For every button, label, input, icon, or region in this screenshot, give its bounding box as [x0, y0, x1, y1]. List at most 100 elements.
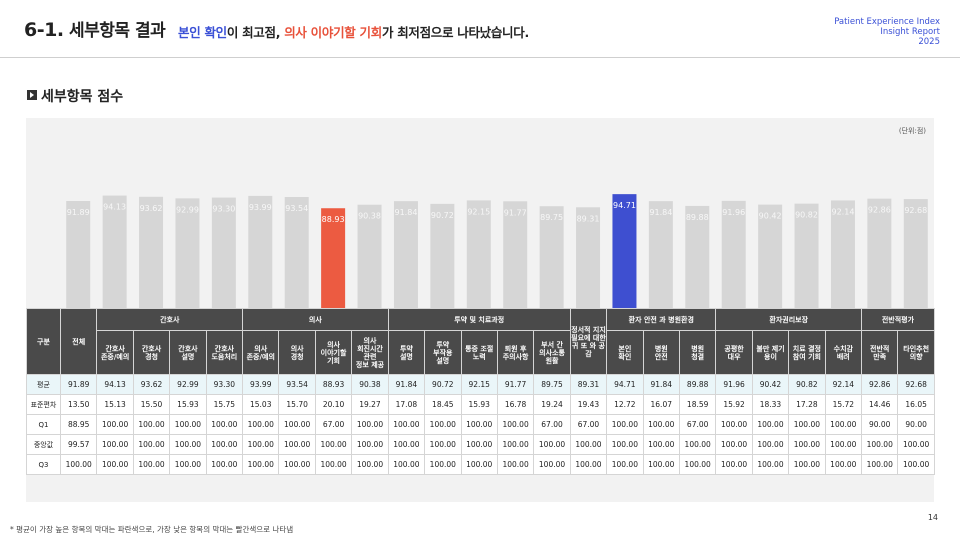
table-cell: 100.00 [788, 434, 826, 455]
table-cell: 100.00 [424, 414, 462, 435]
table-cell: 100.00 [606, 414, 644, 435]
table-cell: 16.07 [642, 394, 680, 415]
table-cell: 100.00 [314, 434, 353, 455]
table-cell: 90.42 [751, 374, 790, 395]
table-cell: 88.95 [59, 414, 98, 435]
bar-value-label: 90.82 [795, 211, 818, 220]
bar-value-label: 90.38 [358, 212, 381, 221]
table-cell: 100.00 [533, 434, 571, 455]
bar-value-label: 89.31 [577, 214, 600, 223]
bar-11 [466, 200, 491, 308]
header-subcol: 타인추천 의향 [897, 330, 935, 375]
table-cell: 100.00 [387, 414, 426, 435]
header-subcol: 간호사 존중/예의 [96, 330, 134, 375]
table-cell: 15.92 [715, 394, 753, 415]
bar-7 [321, 208, 346, 308]
table-cell: 100.00 [314, 454, 353, 475]
table-cell: 100.00 [861, 434, 899, 455]
table-cell: 94.13 [96, 374, 134, 395]
bar-value-label: 89.75 [540, 213, 563, 222]
bar-8 [357, 204, 382, 308]
table-cell: 100.00 [642, 414, 680, 435]
bar-19 [758, 204, 783, 308]
page-number: 14 [927, 513, 938, 522]
table-cell: 100.00 [205, 414, 244, 435]
table-cell: 100.00 [278, 454, 316, 475]
table-cell: 100.00 [96, 454, 134, 475]
header-subcol: 수치감 배려 [824, 330, 863, 375]
table-cell: 100.00 [824, 414, 863, 435]
bar-value-label: 91.89 [67, 208, 90, 217]
table-cell: 100.00 [387, 454, 426, 475]
table-cell: 100.00 [460, 454, 498, 475]
table-row: 중앙값 99.57 100.00 100.00 100.00 100.00 100.00 10… [26, 434, 935, 455]
bar-15 [612, 194, 637, 308]
table-cell: 93.30 [205, 374, 244, 395]
table-cell: 12.72 [606, 394, 644, 415]
table-cell: 91.77 [496, 374, 535, 395]
bar-22 [867, 198, 892, 308]
table-cell: 89.31 [569, 374, 608, 395]
bar-17 [685, 205, 710, 308]
bar-value-label: 93.54 [285, 204, 308, 213]
table-cell: 100.00 [715, 434, 753, 455]
bar-13 [539, 206, 564, 308]
table-cell: 100.00 [132, 454, 171, 475]
header-subcol: 치료 결정 참여 기회 [788, 330, 826, 375]
header-subcol: 간호사 경청 [132, 330, 171, 375]
table-cell: 18.59 [678, 394, 717, 415]
table-cell: 100.00 [351, 454, 389, 475]
header-subcol: 간호사 설명 [169, 330, 207, 375]
header-subcol: 의사 경청 [278, 330, 316, 375]
bar-value-label: 94.13 [103, 203, 126, 212]
table-cell: 100.00 [533, 454, 571, 475]
table-cell: 90.82 [788, 374, 826, 395]
table-cell: 92.15 [460, 374, 498, 395]
bar-value-label: 92.99 [176, 205, 199, 214]
row-label: 평균 [26, 374, 61, 395]
bar-value-label: 93.99 [249, 203, 272, 212]
table-cell: 93.99 [242, 374, 280, 395]
table-cell: 100.00 [59, 454, 98, 475]
bar-21 [830, 200, 855, 308]
bar-3 [175, 198, 200, 308]
header-subcol: 공평한 대우 [715, 330, 753, 375]
table-cell: 17.08 [387, 394, 426, 415]
header-group: 의사 [242, 308, 389, 331]
table-cell: 100.00 [496, 414, 535, 435]
table-cell: 89.88 [678, 374, 717, 395]
table-cell: 16.78 [496, 394, 535, 415]
table-cell: 100.00 [715, 414, 753, 435]
section-arrow-icon [27, 90, 37, 100]
bar-value-label: 94.71 [613, 201, 636, 210]
header-subcol: 통증 조절 노력 [460, 330, 498, 375]
header-group: 간호사 [96, 308, 244, 331]
bar-value-label: 91.84 [395, 208, 418, 217]
table-cell: 17.28 [788, 394, 826, 415]
table-cell: 100.00 [569, 434, 608, 455]
table-cell: 92.99 [169, 374, 207, 395]
table-cell: 15.75 [205, 394, 244, 415]
table-cell: 19.24 [533, 394, 571, 415]
bar-2 [139, 196, 164, 308]
table-cell: 100.00 [132, 414, 171, 435]
bar-value-label: 91.77 [504, 208, 527, 217]
table-cell: 91.84 [642, 374, 680, 395]
header-subcol: 병원 청결 [678, 330, 717, 375]
table-cell: 88.93 [314, 374, 353, 395]
table-cell: 100.00 [569, 454, 608, 475]
table-cell: 90.38 [351, 374, 389, 395]
table-cell: 19.43 [569, 394, 608, 415]
table-cell: 100.00 [496, 454, 535, 475]
table-cell: 100.00 [606, 454, 644, 475]
table-cell: 100.00 [242, 414, 280, 435]
bar-23 [903, 199, 928, 308]
header-subcol: 의사 회진시간 관련 정보 제공 [351, 330, 389, 375]
bar-value-label: 92.68 [904, 206, 927, 215]
page-subtitle: 본인 확인이 최고점, 의사 이야기할 기회가 최저점으로 나타났습니다. [178, 22, 529, 41]
table-cell: 13.50 [59, 394, 98, 415]
table-cell: 18.45 [424, 394, 462, 415]
bar-value-label: 91.96 [722, 208, 745, 217]
unit-label: (단위:점) [898, 127, 926, 135]
table-cell: 90.00 [897, 414, 935, 435]
